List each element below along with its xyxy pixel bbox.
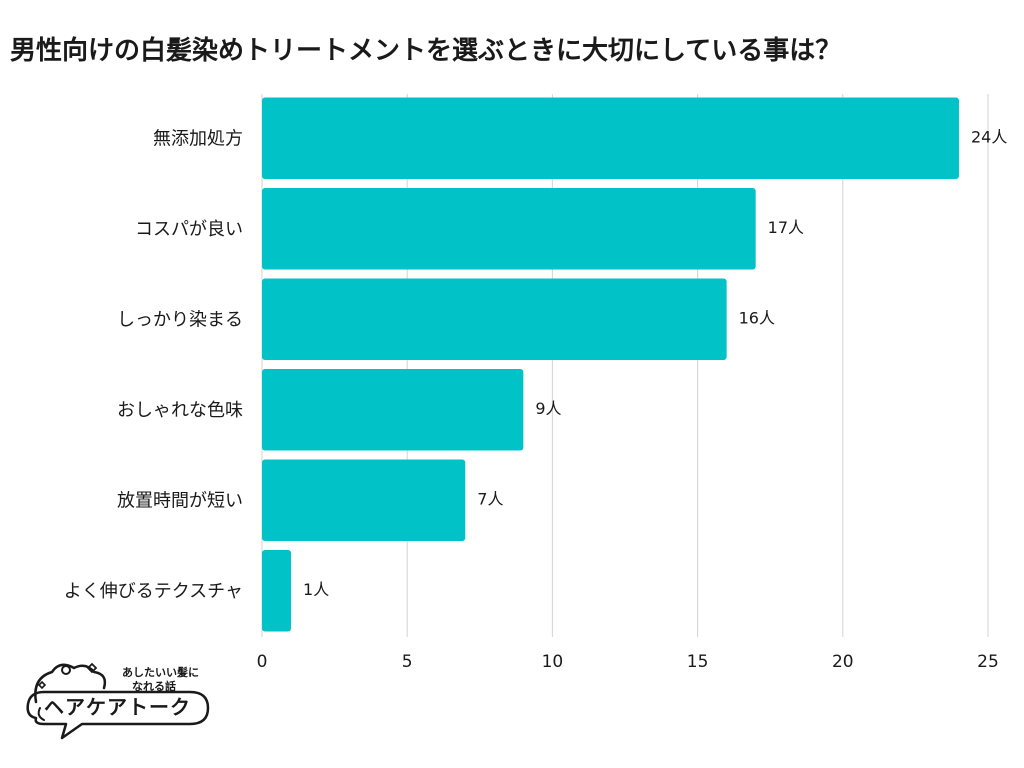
x-tick-label: 5 bbox=[402, 652, 413, 672]
category-label: 無添加処方 bbox=[153, 128, 243, 149]
bar bbox=[262, 188, 756, 270]
category-label: しっかり染まる bbox=[117, 309, 243, 330]
data-label: 24人 bbox=[971, 127, 1007, 146]
brand-logo: あしたいい髪に なれる話 ヘアケアトーク bbox=[22, 658, 222, 748]
data-label: 16人 bbox=[739, 308, 775, 327]
chart-title: 男性向けの白髪染めトリートメントを選ぶときに大切にしている事は？ bbox=[10, 36, 842, 66]
category-label: コスパが良い bbox=[135, 219, 243, 240]
bar bbox=[262, 278, 727, 360]
x-tick-label: 10 bbox=[542, 652, 564, 672]
category-label: よく伸びるテクスチャ bbox=[64, 581, 243, 602]
x-tick-label: 15 bbox=[687, 652, 709, 672]
bar bbox=[262, 369, 524, 451]
x-tick-label: 20 bbox=[832, 652, 854, 672]
category-label: 放置時間が短い bbox=[117, 490, 243, 511]
x-tick-label: 0 bbox=[257, 652, 268, 672]
logo-tagline: あしたいい髪に なれる話 bbox=[122, 666, 212, 694]
bar bbox=[262, 97, 959, 179]
category-label: おしゃれな色味 bbox=[117, 400, 243, 421]
speech-bubble-icon bbox=[26, 662, 210, 740]
logo-name: ヘアケアトーク bbox=[44, 695, 191, 719]
bar bbox=[262, 459, 466, 541]
data-label: 17人 bbox=[768, 218, 804, 237]
bar bbox=[262, 550, 292, 632]
data-label: 9人 bbox=[535, 399, 561, 418]
x-tick-label: 25 bbox=[977, 652, 999, 672]
data-label: 1人 bbox=[303, 580, 329, 599]
data-label: 7人 bbox=[477, 489, 503, 508]
logo-tagline-line1: あしたいい髪に bbox=[122, 666, 199, 679]
logo-tagline-line2: なれる話 bbox=[132, 680, 176, 693]
